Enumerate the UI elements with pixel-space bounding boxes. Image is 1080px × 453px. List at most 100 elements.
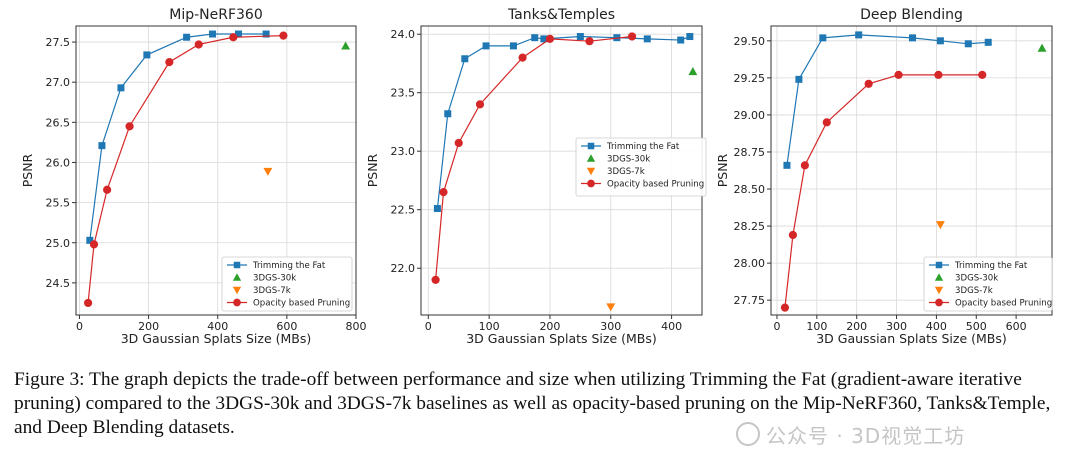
data-point-trimming-the-fat xyxy=(117,84,125,92)
data-point-trimming-the-fat xyxy=(540,35,548,43)
legend-label: 3DGS-30k xyxy=(253,274,296,284)
y-tick-label: 25.5 xyxy=(46,197,71,210)
y-tick-label: 29.00 xyxy=(734,109,766,122)
legend: Trimming the Fat 3DGS-30k 3DGS-7k Opacity b… xyxy=(923,256,1053,312)
legend-box xyxy=(221,256,353,312)
data-point-opacity-based-pruning xyxy=(431,275,440,284)
legend-label: 3DGS-7k xyxy=(607,167,645,177)
legend-marker-3dgs-30k xyxy=(232,273,242,281)
y-axis-label: PSNR xyxy=(365,153,380,187)
x-tick-label: 200 xyxy=(846,320,867,333)
data-point-trimming-the-fat xyxy=(209,30,217,38)
y-tick-label: 24.0 xyxy=(391,28,416,41)
data-point-trimming-the-fat xyxy=(509,42,517,50)
y-tick-label: 28.25 xyxy=(734,220,766,233)
data-point-opacity-based-pruning xyxy=(475,100,485,109)
data-point-trimming-the-fat xyxy=(143,51,151,59)
data-point-trimming-the-fat xyxy=(234,30,242,38)
y-tick-label: 26.5 xyxy=(46,116,71,129)
legend-marker-3dgs-7k xyxy=(232,286,242,295)
data-point-opacity-based-pruning xyxy=(83,298,93,308)
x-tick-label: 600 xyxy=(276,320,297,333)
chart-panel-2: 0 100 200 300 400 22.0 22.5 23.0 23.5 24.0 Tanks&T… xyxy=(365,7,707,346)
data-point-opacity-based-pruning xyxy=(627,32,637,41)
x-tick-label: 400 xyxy=(926,320,947,333)
data-point-trimming-the-fat xyxy=(531,34,539,42)
data-point-opacity-based-pruning xyxy=(229,33,238,42)
legend-marker-opacity-based-pruning xyxy=(233,298,241,307)
figure-caption: Figure 3: The graph depicts the trade-of… xyxy=(14,369,1051,438)
legend-label: Trimming the Fat xyxy=(606,142,680,152)
legend-box xyxy=(923,256,1053,312)
data-point-3dgs-7k xyxy=(935,221,945,230)
legend-label: 3DGS-30k xyxy=(955,274,998,284)
data-point-trimming-the-fat xyxy=(908,34,916,42)
chart-title: Deep Blending xyxy=(860,7,963,23)
chart-title: Mip-NeRF360 xyxy=(169,7,263,23)
legend-label: Opacity based Pruning xyxy=(253,299,350,309)
data-point-opacity-based-pruning xyxy=(125,122,134,131)
x-tick-label: 0 xyxy=(425,320,432,333)
data-point-opacity-based-pruning xyxy=(822,118,831,127)
chart-title: Tanks&Temples xyxy=(507,7,615,23)
x-tick-label: 500 xyxy=(966,320,987,333)
data-point-trimming-the-fat xyxy=(795,75,803,83)
y-tick-label: 28.75 xyxy=(734,146,766,159)
x-axis-label: 3D Gaussian Splats Size (MBs) xyxy=(816,331,1007,346)
y-tick-label: 22.0 xyxy=(391,262,416,275)
data-point-opacity-based-pruning xyxy=(89,240,99,249)
data-point-3dgs-30k xyxy=(688,67,698,76)
x-tick-label: 400 xyxy=(661,320,682,333)
data-point-3dgs-7k xyxy=(606,303,616,312)
data-point-opacity-based-pruning xyxy=(454,138,463,148)
x-tick-label: 300 xyxy=(886,320,907,333)
series-line-trimming-the-fat xyxy=(436,35,691,209)
wechat-icon xyxy=(736,422,760,446)
data-point-trimming-the-fat xyxy=(86,236,94,244)
legend-label: 3DGS-30k xyxy=(607,155,650,165)
y-tick-label: 28.50 xyxy=(734,183,766,196)
figure-charts: 0 200 400 600 800 24.5 25.0 25.5 26.0 26.5 27.0 27.… xyxy=(20,7,1053,346)
x-axis-label: 3D Gaussian Splats Size (MBs) xyxy=(466,331,657,346)
legend-label: Trimming the Fat xyxy=(252,261,326,271)
y-tick-label: 25.0 xyxy=(46,237,71,250)
data-point-opacity-based-pruning xyxy=(894,70,903,80)
plot-frame xyxy=(770,25,1053,316)
data-point-trimming-the-fat xyxy=(444,110,452,118)
legend-label: Opacity based Pruning xyxy=(955,299,1052,309)
legend-marker-opacity-based-pruning xyxy=(935,298,943,307)
data-point-3dgs-7k xyxy=(263,167,273,176)
data-point-trimming-the-fat xyxy=(433,205,441,213)
y-tick-label: 28.00 xyxy=(734,257,766,270)
y-tick-label: 27.5 xyxy=(46,36,71,49)
y-axis-label: PSNR xyxy=(715,153,730,187)
data-point-opacity-based-pruning xyxy=(864,79,873,88)
x-axis-label: 3D Gaussian Splats Size (MBs) xyxy=(121,331,312,346)
legend-label: 3DGS-7k xyxy=(955,286,993,296)
data-point-opacity-based-pruning xyxy=(585,37,594,46)
data-point-trimming-the-fat xyxy=(783,161,791,169)
y-tick-label: 29.25 xyxy=(734,72,766,85)
data-point-opacity-based-pruning xyxy=(545,34,555,43)
legend-marker-3dgs-30k xyxy=(934,273,944,281)
data-point-trimming-the-fat xyxy=(482,42,490,50)
data-point-trimming-the-fat xyxy=(855,31,863,39)
y-tick-label: 23.0 xyxy=(391,145,416,158)
y-tick-label: 26.0 xyxy=(46,156,71,169)
data-point-opacity-based-pruning xyxy=(165,58,174,67)
data-point-trimming-the-fat xyxy=(677,36,685,44)
data-point-trimming-the-fat xyxy=(819,34,827,42)
watermark-text: 公众号 · 3D视觉工坊 xyxy=(766,424,966,448)
plot-frame xyxy=(75,25,357,316)
data-point-opacity-based-pruning xyxy=(780,303,790,312)
data-point-opacity-based-pruning xyxy=(439,188,448,197)
legend-box xyxy=(575,137,707,197)
data-point-trimming-the-fat xyxy=(461,55,469,63)
data-point-trimming-the-fat xyxy=(183,33,191,41)
y-tick-label: 22.5 xyxy=(391,204,416,217)
data-point-opacity-based-pruning xyxy=(800,161,809,170)
data-point-opacity-based-pruning xyxy=(788,230,798,240)
x-tick-label: 200 xyxy=(138,320,159,333)
series-line-opacity-based-pruning xyxy=(434,35,633,280)
data-point-opacity-based-pruning xyxy=(934,70,943,80)
